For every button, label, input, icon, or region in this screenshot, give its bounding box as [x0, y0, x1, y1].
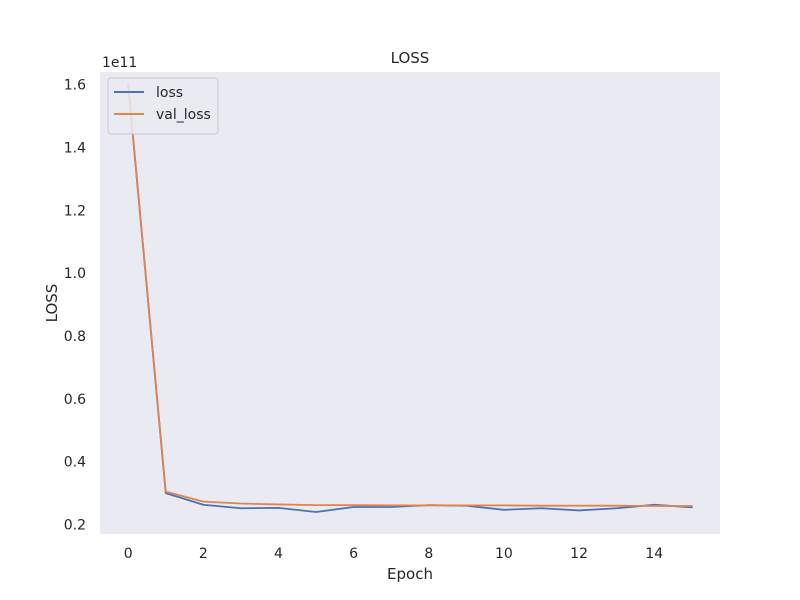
y-tick-label: 0.4: [64, 455, 86, 471]
y-tick-label: 1.4: [64, 140, 86, 156]
x-tick-label: 4: [274, 546, 283, 562]
x-tick-label: 10: [495, 546, 513, 562]
x-axis-label: Epoch: [387, 565, 433, 583]
y-tick-label: 0.8: [64, 329, 86, 345]
y-tick-label: 1.2: [64, 203, 86, 219]
x-tick-label: 6: [349, 546, 358, 562]
plot-area: [100, 72, 720, 534]
y-tick-label: 0.6: [64, 392, 86, 408]
y-tick-label: 1.0: [64, 266, 86, 282]
y-axis-ticks: 0.2 0.4 0.6 0.8 1.0 1.2 1.4 1.6: [64, 78, 86, 534]
x-tick-label: 14: [645, 546, 663, 562]
series-layer: [127, 83, 693, 513]
y-tick-label: 0.2: [64, 518, 86, 534]
x-axis-ticks: 0 2 4 6 8 10 12 14: [124, 546, 664, 562]
x-tick-label: 8: [424, 546, 433, 562]
y-axis-label: LOSS: [43, 284, 61, 323]
legend-label: val_loss: [156, 107, 211, 123]
legend-label: loss: [156, 85, 183, 101]
x-tick-label: 2: [199, 546, 208, 562]
legend: loss val_loss: [107, 77, 219, 135]
series-line-val-loss: [127, 83, 693, 507]
y-tick-label: 1.6: [64, 78, 86, 94]
x-tick-label: 12: [570, 546, 588, 562]
chart-title: LOSS: [391, 49, 430, 67]
y-offset-label: 1e11: [102, 55, 137, 71]
x-tick-label: 0: [124, 546, 133, 562]
